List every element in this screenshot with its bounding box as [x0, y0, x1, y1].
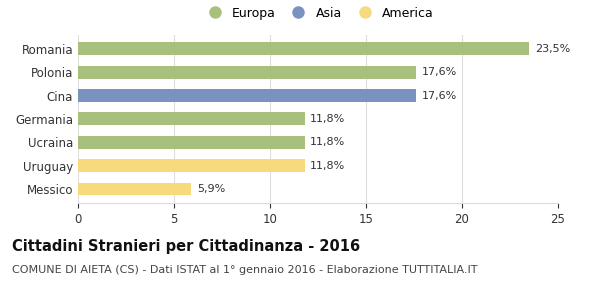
Text: 5,9%: 5,9% [197, 184, 225, 194]
Text: 23,5%: 23,5% [535, 44, 570, 54]
Text: Cittadini Stranieri per Cittadinanza - 2016: Cittadini Stranieri per Cittadinanza - 2… [12, 239, 360, 254]
Bar [78, 89, 416, 102]
Bar [78, 136, 305, 149]
Text: 17,6%: 17,6% [422, 67, 457, 77]
Text: COMUNE DI AIETA (CS) - Dati ISTAT al 1° gennaio 2016 - Elaborazione TUTTITALIA.I: COMUNE DI AIETA (CS) - Dati ISTAT al 1° … [12, 265, 478, 275]
Bar [78, 113, 305, 125]
Legend: Europa, Asia, America: Europa, Asia, America [200, 4, 436, 22]
Text: 11,8%: 11,8% [310, 137, 346, 147]
Text: 11,8%: 11,8% [310, 161, 346, 171]
Text: 11,8%: 11,8% [310, 114, 346, 124]
Bar [78, 182, 191, 195]
Bar [78, 42, 529, 55]
Bar [78, 159, 305, 172]
Bar [78, 66, 416, 79]
Text: 17,6%: 17,6% [422, 90, 457, 101]
